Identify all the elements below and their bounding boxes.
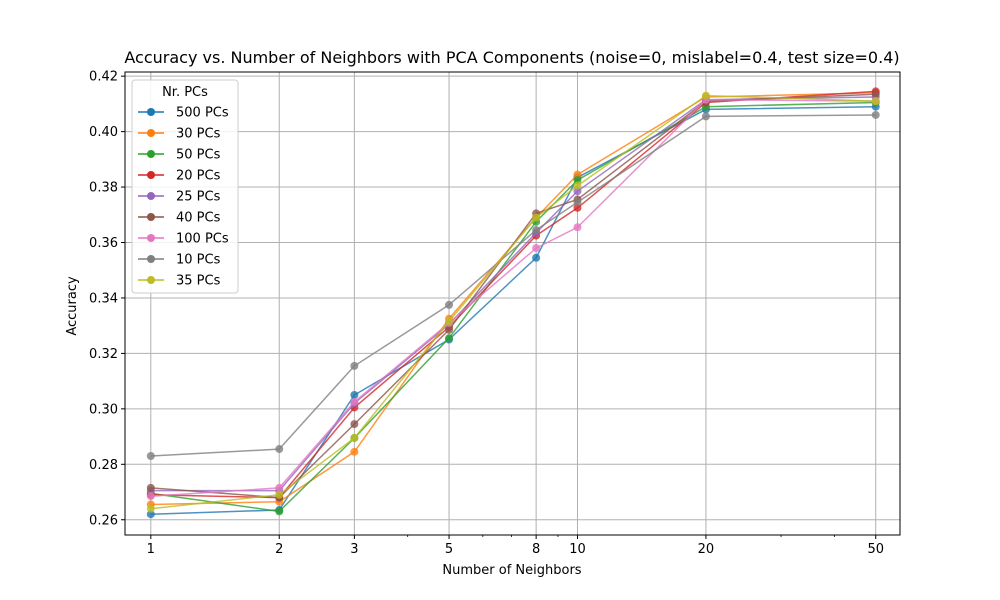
legend-swatch-marker <box>147 213 155 221</box>
y-tick-label: 0.34 <box>89 291 118 306</box>
legend-label: 25 PCs <box>176 190 221 205</box>
series-line-10-pcs <box>150 114 876 457</box>
x-tick-label: 50 <box>867 542 884 557</box>
legend-swatch-marker <box>147 129 155 137</box>
legend-entry-25-pcs: 25 PCs <box>138 190 221 205</box>
data-point-35-pcs <box>532 213 541 222</box>
axis-ticks: 1 2 3 5 8 10 20 50 0.26 0.28 0.30 0.32 0.34 0.36 0.38 0… <box>89 70 884 557</box>
data-point-20-pcs <box>573 203 582 212</box>
x-tick-label: 10 <box>569 542 586 557</box>
series-line-35-pcs <box>150 94 876 510</box>
legend-swatch-marker <box>147 276 155 284</box>
legend-swatch-marker <box>147 255 155 263</box>
y-tick-label: 0.36 <box>89 236 118 251</box>
x-tick-label: 8 <box>532 542 540 557</box>
grid-lines <box>125 72 900 535</box>
series-line-100-pcs <box>150 98 876 497</box>
data-point-100-pcs <box>532 244 541 253</box>
data-point-40-pcs <box>146 483 155 492</box>
y-tick-label: 0.38 <box>89 181 118 196</box>
data-point-30-pcs <box>573 170 582 179</box>
data-point-35-pcs <box>146 504 155 513</box>
x-tick-label: 5 <box>445 542 453 557</box>
data-point-10-pcs <box>573 198 582 207</box>
y-tick-label: 0.26 <box>89 513 118 528</box>
data-point-10-pcs <box>445 300 454 309</box>
data-point-10-pcs <box>871 110 880 119</box>
data-point-10-pcs <box>532 226 541 235</box>
legend-entry-35-pcs: 35 PCs <box>138 274 221 289</box>
x-axis-label: Number of Neighbors <box>442 563 581 578</box>
y-axis-label: Accuracy <box>65 276 80 336</box>
legend-swatch-marker <box>147 234 155 242</box>
legend-entry-30-pcs: 30 PCs <box>138 127 221 142</box>
data-point-50-pcs <box>445 334 454 343</box>
legend-swatch-marker <box>147 150 155 158</box>
legend: Nr. PCs 500 PCs 30 PCs 50 PCs 20 PCs 25 PCs 4… <box>131 79 239 294</box>
series-line-50-pcs <box>150 101 876 513</box>
x-tick-label: 2 <box>275 542 283 557</box>
plot-frame <box>124 71 901 536</box>
x-tick-label: 3 <box>350 542 358 557</box>
data-point-100-pcs <box>146 492 155 501</box>
legend-swatch-marker <box>147 171 155 179</box>
data-point-10-pcs <box>350 361 359 370</box>
data-point-35-pcs <box>445 317 454 326</box>
series-35-pcs <box>146 91 880 513</box>
legend-entry-100-pcs: 100 PCs <box>138 232 229 247</box>
y-tick-label: 0.40 <box>89 125 118 140</box>
legend-label: 100 PCs <box>176 232 229 247</box>
series-10-pcs <box>146 110 880 460</box>
chart-title: Accuracy vs. Number of Neighbors with PC… <box>124 48 899 67</box>
data-point-100-pcs <box>275 483 284 492</box>
data-point-35-pcs <box>573 181 582 190</box>
legend-items: 500 PCs 30 PCs 50 PCs 20 PCs 25 PCs 40 PCs 100… <box>138 106 229 289</box>
data-point-35-pcs <box>871 97 880 106</box>
y-tick-label: 0.30 <box>89 402 118 417</box>
data-point-50-pcs <box>275 507 284 516</box>
legend-label: 30 PCs <box>176 127 221 142</box>
legend-title: Nr. PCs <box>162 85 208 100</box>
data-point-10-pcs <box>701 112 710 121</box>
data-point-100-pcs <box>350 397 359 406</box>
x-tick-label: 1 <box>147 542 155 557</box>
data-point-100-pcs <box>573 223 582 232</box>
legend-swatch-marker <box>147 108 155 116</box>
data-point-25-pcs <box>573 187 582 196</box>
series-line-25-pcs <box>150 96 876 492</box>
legend-entry-50-pcs: 50 PCs <box>138 148 221 163</box>
data-point-35-pcs <box>701 91 710 100</box>
legend-label: 20 PCs <box>176 169 221 184</box>
y-tick-label: 0.32 <box>89 347 118 362</box>
data-point-40-pcs <box>871 90 880 99</box>
data-point-500-pcs <box>532 253 541 262</box>
data-point-35-pcs <box>350 433 359 442</box>
x-tick-label: 20 <box>698 542 715 557</box>
legend-label: 50 PCs <box>176 148 221 163</box>
legend-entry-500-pcs: 500 PCs <box>138 106 229 121</box>
data-point-500-pcs <box>146 510 155 519</box>
data-point-40-pcs <box>445 325 454 334</box>
legend-swatch-marker <box>147 192 155 200</box>
legend-label: 10 PCs <box>176 253 221 268</box>
legend-entry-40-pcs: 40 PCs <box>138 211 221 226</box>
legend-label: 500 PCs <box>176 106 229 121</box>
data-point-10-pcs <box>146 451 155 460</box>
legend-label: 40 PCs <box>176 211 221 226</box>
data-point-500-pcs <box>350 390 359 399</box>
legend-entry-20-pcs: 20 PCs <box>138 169 221 184</box>
legend-label: 35 PCs <box>176 274 221 289</box>
series-layer <box>146 87 880 519</box>
data-point-40-pcs <box>350 420 359 429</box>
data-point-35-pcs <box>275 490 284 499</box>
data-point-30-pcs <box>350 447 359 456</box>
legend-entry-10-pcs: 10 PCs <box>138 253 221 268</box>
data-point-50-pcs <box>573 176 582 185</box>
data-point-10-pcs <box>275 445 284 454</box>
y-tick-label: 0.28 <box>89 458 118 473</box>
y-tick-label: 0.42 <box>89 70 118 85</box>
